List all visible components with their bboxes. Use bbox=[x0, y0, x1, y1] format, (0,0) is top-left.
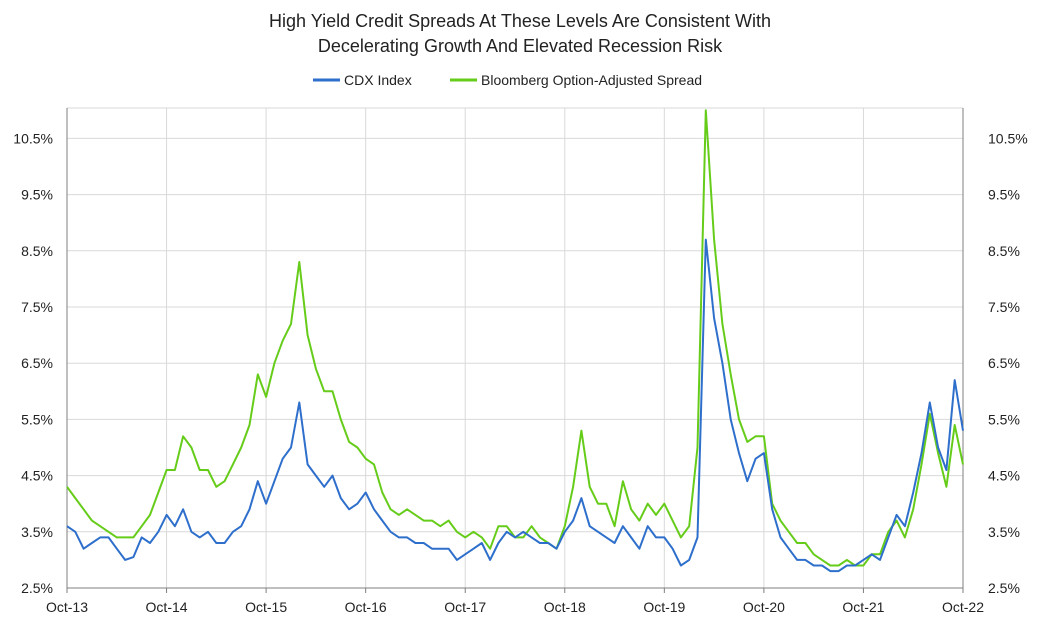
chart-title-line-2: Decelerating Growth And Elevated Recessi… bbox=[318, 36, 723, 56]
y-tick-label-right: 5.5% bbox=[988, 411, 1020, 427]
y-tick-label-left: 2.5% bbox=[21, 580, 53, 596]
legend-label-bloomberg-oas: Bloomberg Option-Adjusted Spread bbox=[481, 72, 702, 88]
x-tick-label: Oct-15 bbox=[245, 599, 287, 615]
x-tick-label: Oct-20 bbox=[743, 599, 785, 615]
series-lines bbox=[66, 109, 964, 573]
y-tick-label-right: 3.5% bbox=[988, 524, 1020, 540]
x-tick-label: Oct-22 bbox=[942, 599, 984, 615]
y-tick-label-right: 6.5% bbox=[988, 355, 1020, 371]
y-tick-label-right: 2.5% bbox=[988, 580, 1020, 596]
x-tick-label: Oct-17 bbox=[444, 599, 486, 615]
legend-label-cdx-index: CDX Index bbox=[344, 72, 412, 88]
y-tick-label-right: 9.5% bbox=[988, 187, 1020, 203]
y-tick-label-left: 8.5% bbox=[21, 243, 53, 259]
y-tick-label-right: 8.5% bbox=[988, 243, 1020, 259]
y-tick-label-left: 9.5% bbox=[21, 187, 53, 203]
x-tick-label: Oct-18 bbox=[544, 599, 586, 615]
y-tick-label-left: 3.5% bbox=[21, 524, 53, 540]
y-tick-label-left: 10.5% bbox=[13, 130, 53, 146]
tick-labels: Oct-13 Oct-14 Oct-15 Oct-16 Oct-17 Oct-18 Oct-… bbox=[13, 130, 1027, 615]
x-tick-label: Oct-16 bbox=[345, 599, 387, 615]
x-tick-label: Oct-14 bbox=[146, 599, 188, 615]
chart-title-line-1: High Yield Credit Spreads At These Level… bbox=[269, 11, 771, 31]
y-tick-label-right: 10.5% bbox=[988, 130, 1028, 146]
y-tick-label-left: 4.5% bbox=[21, 468, 53, 484]
x-tick-label: Oct-13 bbox=[46, 599, 88, 615]
y-tick-label-right: 4.5% bbox=[988, 468, 1020, 484]
legend: CDX Index Bloomberg Option-Adjusted Spre… bbox=[313, 72, 702, 88]
series-line-bloomberg-oas bbox=[66, 109, 964, 567]
series-line-cdx-index bbox=[66, 238, 964, 573]
gridlines bbox=[67, 107, 963, 588]
x-tick-label: Oct-19 bbox=[643, 599, 685, 615]
y-tick-label-left: 6.5% bbox=[21, 355, 53, 371]
x-tick-label: Oct-21 bbox=[842, 599, 884, 615]
axes bbox=[66, 108, 964, 593]
y-tick-label-left: 7.5% bbox=[21, 299, 53, 315]
y-tick-label-right: 7.5% bbox=[988, 299, 1020, 315]
y-tick-label-left: 5.5% bbox=[21, 411, 53, 427]
